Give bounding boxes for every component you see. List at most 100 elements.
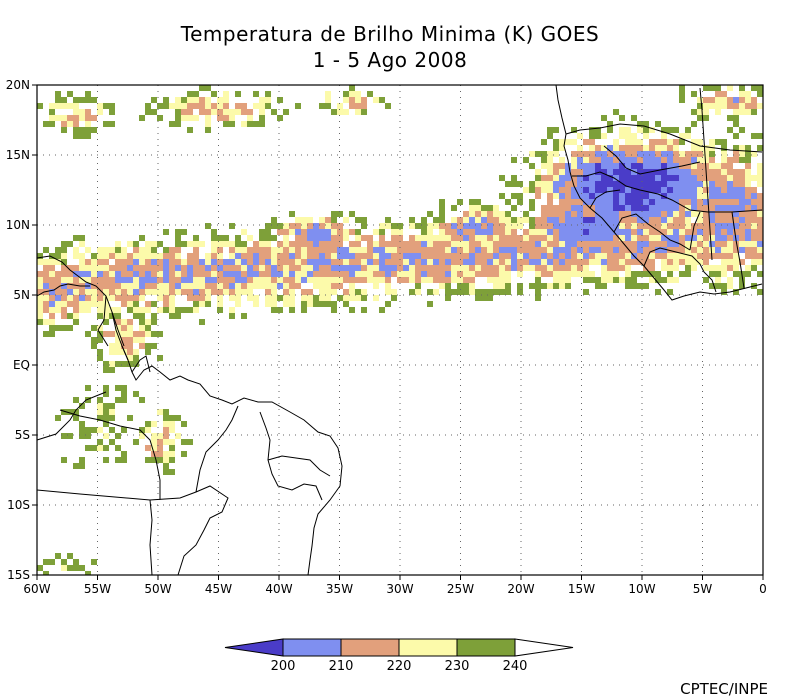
- coastlines: [36, 84, 763, 576]
- field-cell: [661, 217, 667, 223]
- field-cell: [577, 151, 583, 157]
- field-cell: [745, 187, 751, 193]
- field-cell: [547, 217, 553, 223]
- field-cell: [457, 247, 463, 253]
- field-cell: [655, 163, 661, 169]
- field-cell: [661, 259, 667, 265]
- field-cell: [127, 289, 133, 295]
- field-cell: [721, 139, 727, 145]
- field-cell: [79, 271, 85, 277]
- field-cell: [121, 259, 127, 265]
- field-cell: [37, 307, 43, 313]
- field-cell: [199, 97, 205, 103]
- field-cell: [61, 301, 67, 307]
- field-cell: [193, 307, 199, 313]
- field-cell: [679, 247, 685, 253]
- field-cell: [349, 85, 355, 91]
- field-cell: [109, 247, 115, 253]
- field-cell: [343, 217, 349, 223]
- field-cell: [673, 181, 679, 187]
- field-cell: [679, 211, 685, 217]
- field-cell: [157, 271, 163, 277]
- field-cell: [709, 271, 715, 277]
- field-cell: [79, 427, 85, 433]
- field-cell: [61, 97, 67, 103]
- field-cell: [193, 103, 199, 109]
- field-cell: [199, 301, 205, 307]
- field-cell: [223, 235, 229, 241]
- field-cell: [625, 253, 631, 259]
- field-cell: [379, 253, 385, 259]
- field-cell: [595, 145, 601, 151]
- field-cell: [685, 187, 691, 193]
- field-cell: [715, 271, 721, 277]
- field-cell: [661, 157, 667, 163]
- field-cell: [469, 211, 475, 217]
- field-cell: [157, 289, 163, 295]
- field-cell: [199, 85, 205, 91]
- field-cell: [337, 103, 343, 109]
- field-cell: [73, 415, 79, 421]
- field-cell: [655, 235, 661, 241]
- field-cell: [595, 277, 601, 283]
- field-cell: [733, 145, 739, 151]
- field-cell: [529, 241, 535, 247]
- field-cell: [151, 439, 157, 445]
- field-cell: [571, 169, 577, 175]
- field-cell: [691, 259, 697, 265]
- field-cell: [739, 283, 745, 289]
- field-cell: [649, 163, 655, 169]
- field-cell: [427, 247, 433, 253]
- field-cell: [55, 271, 61, 277]
- field-cell: [661, 193, 667, 199]
- field-cell: [517, 199, 523, 205]
- field-cell: [445, 223, 451, 229]
- field-cell: [553, 265, 559, 271]
- field-cell: [145, 241, 151, 247]
- field-cell: [583, 211, 589, 217]
- field-cell: [613, 199, 619, 205]
- field-cell: [673, 157, 679, 163]
- field-cell: [73, 307, 79, 313]
- field-cell: [211, 265, 217, 271]
- field-cell: [709, 193, 715, 199]
- field-cell: [739, 235, 745, 241]
- field-cell: [661, 163, 667, 169]
- field-cell: [55, 103, 61, 109]
- field-cell: [295, 217, 301, 223]
- field-cell: [181, 307, 187, 313]
- field-cell: [169, 307, 175, 313]
- field-cell: [745, 199, 751, 205]
- field-cell: [559, 157, 565, 163]
- field-cell: [733, 259, 739, 265]
- field-cell: [121, 451, 127, 457]
- field-cell: [709, 283, 715, 289]
- field-cell: [247, 109, 253, 115]
- field-cell: [751, 151, 757, 157]
- field-cell: [643, 121, 649, 127]
- field-cell: [691, 247, 697, 253]
- field-cell: [739, 193, 745, 199]
- field-cell: [133, 355, 139, 361]
- field-cell: [721, 211, 727, 217]
- field-cell: [685, 133, 691, 139]
- field-cell: [469, 253, 475, 259]
- field-cell: [385, 247, 391, 253]
- field-cell: [151, 109, 157, 115]
- field-cell: [487, 241, 493, 247]
- field-cell: [343, 109, 349, 115]
- field-cell: [727, 211, 733, 217]
- field-cell: [667, 289, 673, 295]
- field-cell: [235, 109, 241, 115]
- field-cell: [61, 253, 67, 259]
- field-cell: [625, 217, 631, 223]
- field-cell: [145, 421, 151, 427]
- field-cell: [745, 145, 751, 151]
- field-cell: [523, 253, 529, 259]
- field-cell: [265, 301, 271, 307]
- field-cell: [673, 205, 679, 211]
- field-cell: [649, 127, 655, 133]
- field-cell: [505, 277, 511, 283]
- field-cell: [103, 361, 109, 367]
